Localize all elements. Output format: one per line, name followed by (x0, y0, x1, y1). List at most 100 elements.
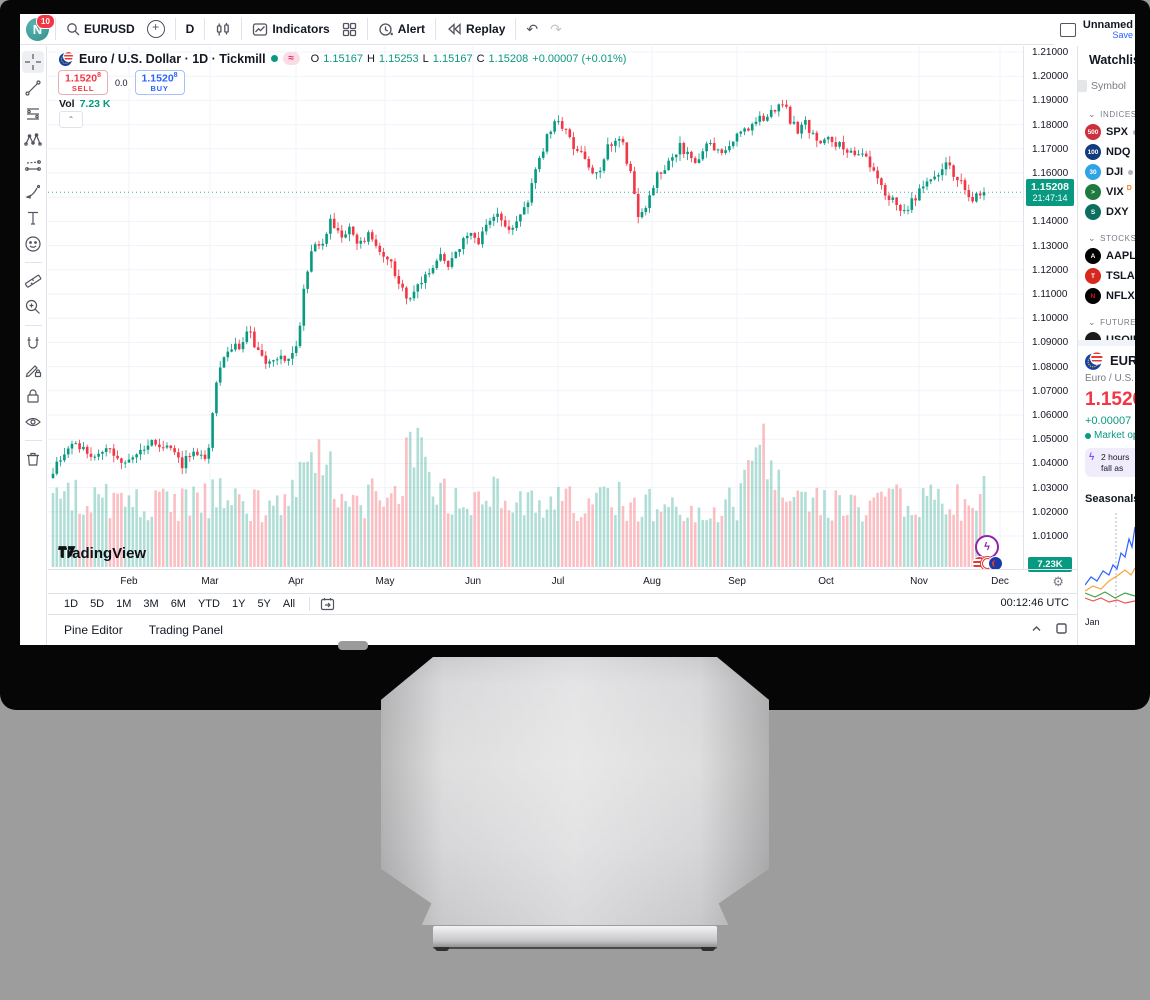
seasonals-title: Seasonals (1085, 493, 1135, 506)
chevron-up-icon[interactable] (1030, 622, 1043, 635)
interval-flag: D (1126, 185, 1132, 192)
range-button-5y[interactable]: 5Y (257, 598, 271, 610)
save-button[interactable]: Save (1112, 29, 1133, 40)
tool-xabcd-pattern[interactable] (22, 129, 44, 151)
time-axis-label-dec: Dec (991, 576, 1009, 587)
related-symbols-badge[interactable] (972, 556, 1003, 569)
indicator-templates-button[interactable] (336, 22, 363, 37)
undo-button[interactable]: ↶ (520, 21, 544, 38)
eye-icon (25, 417, 41, 427)
dji-logo-icon: 30 (1085, 164, 1101, 180)
approx-toggle-icon[interactable]: ≈ (282, 52, 300, 65)
tool-forecast[interactable] (22, 155, 44, 177)
redo-button[interactable]: ↷ (544, 21, 568, 38)
range-button-5d[interactable]: 5D (90, 598, 105, 610)
watchlist-item-dji[interactable]: 30 DJI (1078, 162, 1135, 182)
candlestick-chart[interactable] (48, 46, 1023, 569)
collapse-legend-button[interactable]: ⌃ (59, 111, 83, 128)
grid-layout-icon (342, 22, 356, 36)
tool-hide-all[interactable] (22, 411, 44, 433)
tool-brush[interactable] (22, 181, 44, 203)
top-toolbar: N 10 EURUSD + D Indicators (20, 14, 1135, 45)
market-status-dot-icon[interactable] (270, 55, 278, 62)
tool-drawing-sync[interactable] (22, 359, 44, 381)
sell-button[interactable]: 1.15208 SELL (58, 70, 109, 96)
range-button-all[interactable]: All (282, 598, 296, 610)
watchlist-item-ndq[interactable]: 100 NDQ (1078, 142, 1135, 162)
alert-button[interactable]: Alert (372, 22, 431, 37)
range-button-1m[interactable]: 1M (116, 598, 132, 610)
utc-clock[interactable]: 00:12:46 UTC (1000, 597, 1069, 609)
symbol-search-button[interactable]: EURUSD (60, 22, 141, 36)
brush-icon (25, 184, 41, 199)
time-axis-label-oct: Oct (818, 576, 834, 587)
price-axis[interactable]: 1.21000 1.20000 1.19000 1.18000 1.17000 1.160… (1023, 46, 1078, 572)
range-button-3m[interactable]: 3M (143, 598, 159, 610)
tool-remove-all[interactable] (22, 448, 44, 470)
seasonals-chart[interactable] (1084, 513, 1135, 610)
panel-divider[interactable] (1078, 340, 1135, 346)
range-button-6m[interactable]: 6M (170, 598, 186, 610)
watchlist-item-nflx[interactable]: N NFLX (1078, 286, 1135, 306)
chart-style-button[interactable] (209, 22, 237, 37)
price-axis-label: 1.16000 (1032, 168, 1069, 179)
market-status-text: Market open (1094, 430, 1135, 441)
watchlist-item-dxy[interactable]: S DXY (1078, 202, 1135, 222)
chart-plot[interactable]: Euro / U.S. Dollar · 1D · Tickmill ≈ O 1.… (48, 46, 1023, 569)
chart-area: Euro / U.S. Dollar · 1D · Tickmill ≈ O 1.… (48, 46, 1078, 645)
price-axis-label: 1.11000 (1032, 289, 1068, 300)
tool-text[interactable] (22, 207, 44, 229)
go-to-date-button[interactable] (309, 597, 335, 611)
gear-icon[interactable]: ⚙ (1052, 574, 1064, 589)
ohlc-values: O 1.15167 H 1.15253 L 1.15167 C 1.15208 +0.0… (311, 53, 627, 65)
watchlist-item-tsla[interactable]: T TSLA (1078, 266, 1135, 286)
tool-fib-retracement[interactable] (22, 103, 44, 125)
watchlist-symbol: AAPL (1106, 250, 1135, 262)
watchlist-item-spx[interactable]: 500 SPX (1078, 122, 1135, 142)
low-label: L (422, 52, 429, 65)
maximize-panel-icon[interactable] (1055, 622, 1068, 635)
ruler-icon (24, 274, 42, 288)
tool-measure[interactable] (22, 270, 44, 292)
buy-button[interactable]: 1.15208 BUY (134, 70, 185, 96)
interval-button[interactable]: D (180, 22, 201, 36)
watchlist-section-indices[interactable]: ⌄ INDICES (1088, 109, 1135, 119)
seasonals-month-label: Jan (1085, 617, 1100, 628)
range-button-1y[interactable]: 1Y (231, 598, 246, 610)
time-axis-label-may: May (375, 576, 395, 587)
watchlist-item-vix[interactable]: > VIX D (1078, 182, 1135, 202)
tab-trading-panel[interactable]: Trading Panel (148, 623, 223, 637)
watchlist-section-futures[interactable]: ⌄FUTURES (1088, 317, 1135, 327)
dxy-logo-icon: S (1085, 204, 1101, 220)
tool-zoom-in[interactable] (22, 296, 44, 318)
tool-magnet[interactable] (22, 333, 44, 355)
news-card[interactable]: ϟ 2 hours fall as (1085, 448, 1135, 478)
monitor-bezel-nub (338, 641, 368, 650)
replay-button[interactable]: Replay (440, 22, 511, 36)
watchlist-section-stocks[interactable]: ⌄ STOCKS (1088, 233, 1135, 243)
indicators-button[interactable]: Indicators (246, 22, 335, 37)
watchlist-item-aapl[interactable]: A AAPL (1078, 246, 1135, 266)
flag-filter-icon[interactable] (1078, 80, 1087, 92)
save-layout-icon[interactable] (1059, 22, 1076, 37)
range-button-ytd[interactable]: YTD (197, 598, 220, 610)
compare-add-button[interactable]: + (141, 20, 171, 38)
symbol-column-header[interactable]: Symbol (1091, 80, 1127, 92)
layout-name[interactable]: Unnamed (1082, 18, 1133, 31)
tool-trend-line[interactable] (22, 77, 44, 99)
app-logo[interactable]: N 10 (26, 14, 55, 41)
aapl-logo-icon: A (1085, 248, 1101, 264)
layout-name-block[interactable]: Unnamed Save (1083, 19, 1135, 41)
pencil-lock-icon (25, 365, 42, 378)
trend-line-icon (25, 80, 41, 96)
tool-emoji[interactable] (22, 233, 44, 255)
time-axis-label-mar: Mar (201, 576, 219, 587)
time-axis[interactable]: Feb Mar Apr May Jun Jul Aug Sep Oct Nov Dec ⚙ (48, 569, 1078, 593)
chart-title[interactable]: Euro / U.S. Dollar · 1D · Tickmill (79, 51, 266, 66)
symbol-search-label: EURUSD (84, 22, 135, 36)
tool-lock-all[interactable] (22, 385, 44, 407)
tab-pine-editor[interactable]: Pine Editor (64, 623, 123, 637)
detail-symbol-row[interactable]: EURUSD (1085, 351, 1135, 370)
tool-crosshair[interactable] (22, 51, 44, 73)
range-button-1d[interactable]: 1D (64, 598, 79, 610)
